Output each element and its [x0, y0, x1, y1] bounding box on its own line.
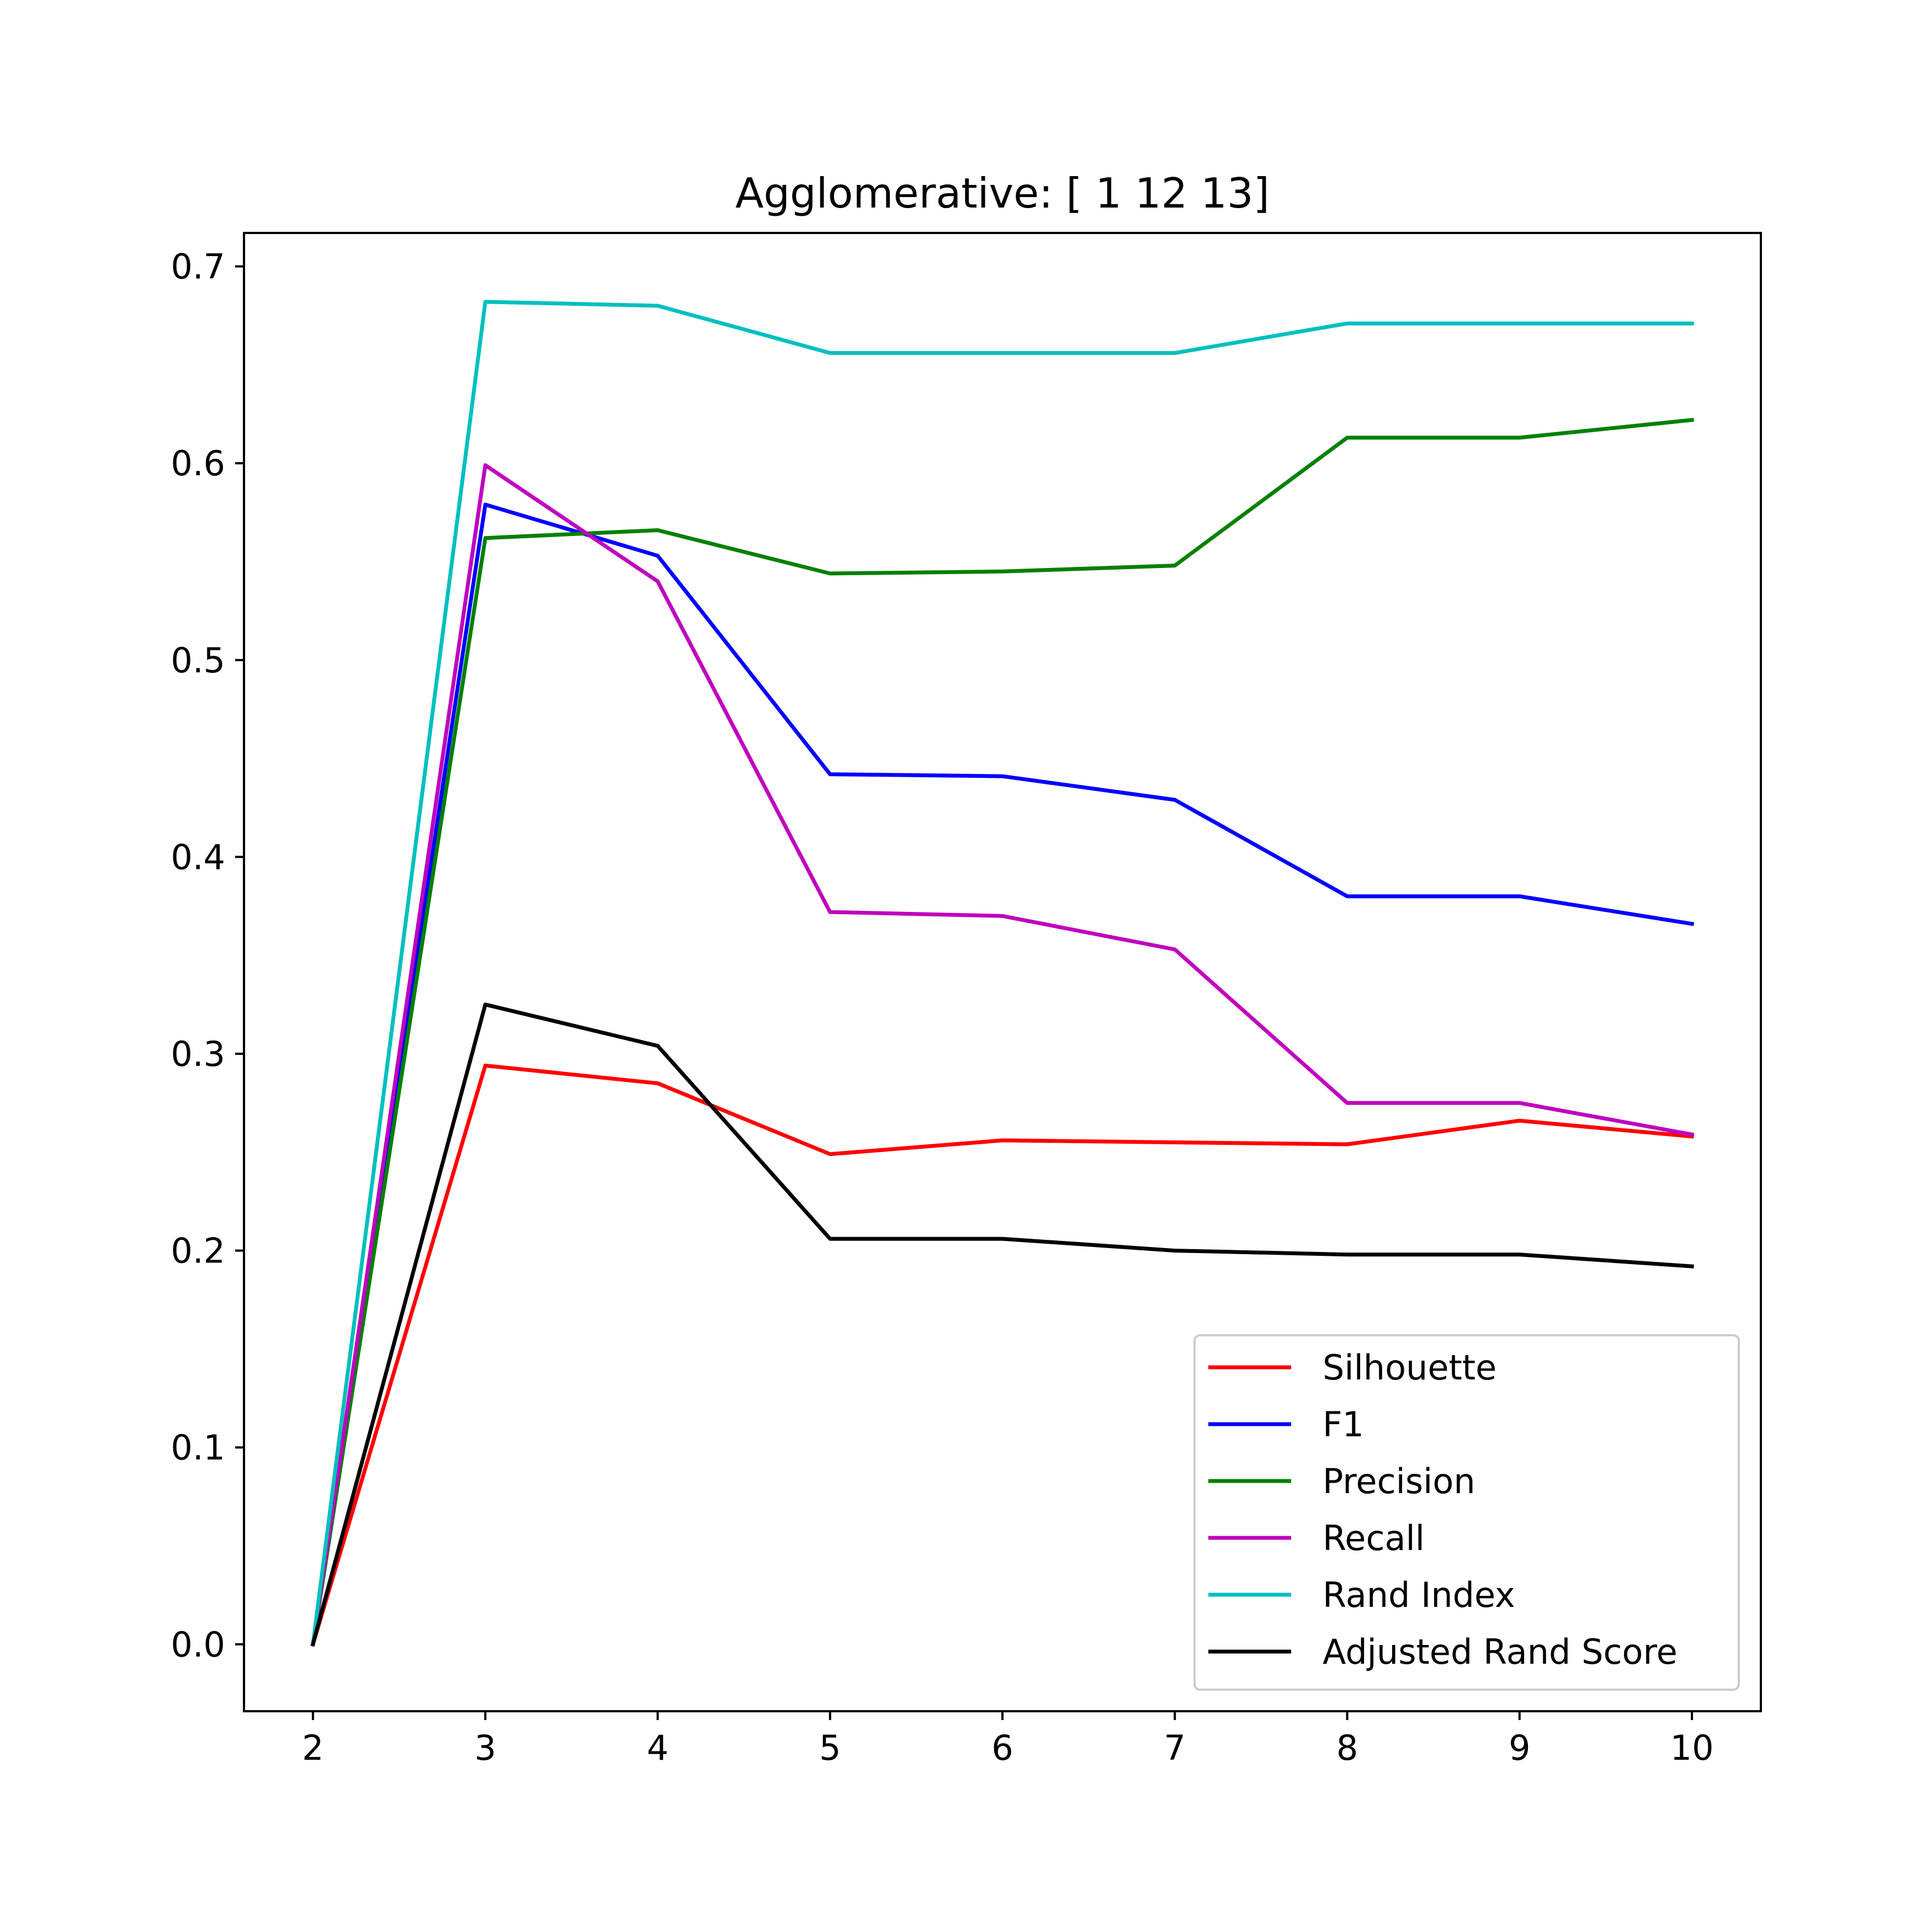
series-line-precision [310, 417, 1694, 1647]
y-tick-label: 0.1 [171, 1427, 225, 1468]
y-tick-label: 0.5 [171, 640, 225, 681]
legend-label: Adjusted Rand Score [1323, 1632, 1678, 1672]
series-line-rand-index [310, 300, 1694, 1647]
legend-label: Silhouette [1323, 1347, 1496, 1388]
legend-label: F1 [1323, 1404, 1364, 1445]
x-tick-label: 4 [647, 1728, 668, 1768]
y-tick-label: 0.2 [171, 1231, 225, 1271]
series-layer [310, 300, 1695, 1647]
y-tick-label: 0.6 [171, 443, 225, 484]
legend-label: Precision [1323, 1461, 1475, 1501]
legend: Silhouette F1 Precision Recall Rand Index Adj… [1193, 1334, 1740, 1691]
y-tick-label: 0.3 [171, 1034, 225, 1074]
legend-box [1193, 1334, 1740, 1691]
x-tick-label: 8 [1336, 1728, 1358, 1768]
x-tick-label: 10 [1670, 1728, 1714, 1768]
y-axis: 0.0 0.1 0.2 0.3 0.4 0.5 0.6 0.7 [171, 247, 244, 1665]
x-tick-label: 7 [1164, 1728, 1186, 1768]
x-tick-label: 6 [991, 1728, 1013, 1768]
series-line-silhouette [310, 1063, 1694, 1647]
x-tick-label: 9 [1509, 1728, 1530, 1768]
x-tick-label: 3 [474, 1728, 496, 1768]
y-tick-label: 0.4 [171, 837, 225, 877]
series-line-adjusted-rand-score [310, 1002, 1694, 1647]
y-tick-label: 0.7 [171, 247, 225, 287]
y-tick-label: 0.0 [171, 1625, 225, 1665]
x-axis: 2 3 4 5 6 7 8 9 10 [302, 1711, 1714, 1768]
series-line-recall [310, 463, 1695, 1647]
chart-title: Agglomerative: [ 1 12 13] [735, 169, 1270, 217]
x-tick-label: 2 [302, 1728, 323, 1768]
legend-label: Recall [1323, 1518, 1425, 1558]
x-tick-label: 5 [819, 1728, 841, 1768]
legend-label: Rand Index [1323, 1575, 1515, 1615]
series-line-f1 [310, 502, 1695, 1647]
